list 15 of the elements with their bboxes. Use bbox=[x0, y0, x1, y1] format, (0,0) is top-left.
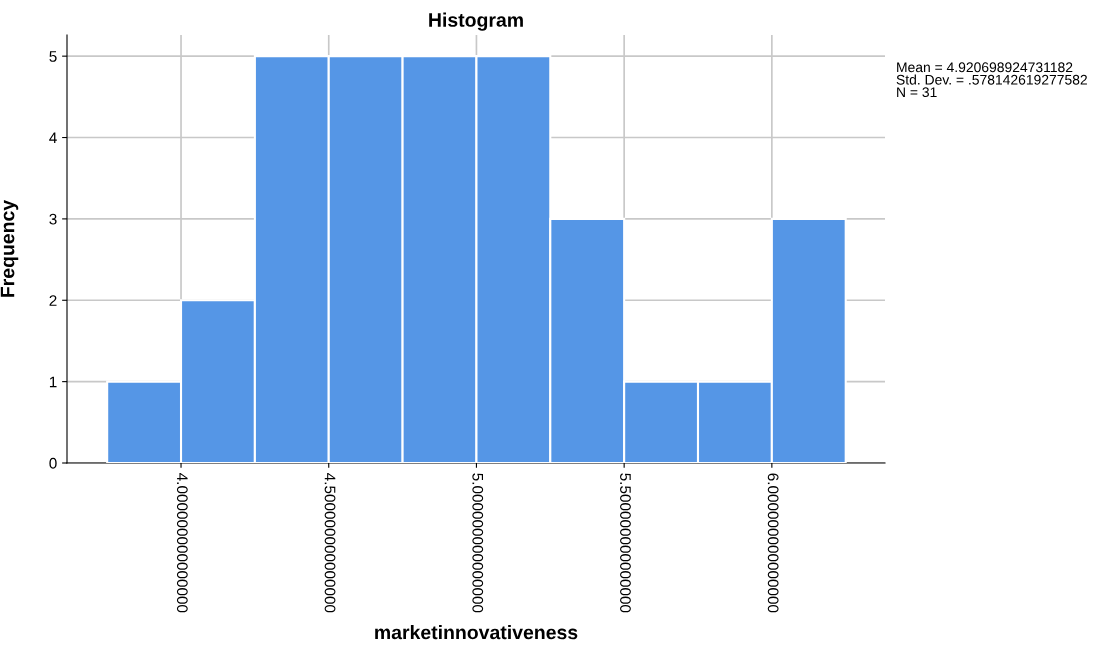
y-tick-label: 3 bbox=[49, 213, 57, 225]
x-tick-label: 4.000000000000000 bbox=[176, 473, 188, 613]
y-tick-label: 4 bbox=[49, 132, 57, 144]
x-tick-label: 6.000000000000000 bbox=[767, 473, 779, 613]
text: Mean = 4.920698924731182 Std. Dev. = .578142619277582 N = 31 bbox=[896, 62, 1087, 98]
y-tick-label: 1 bbox=[49, 376, 57, 388]
y-axis-title: Frequency bbox=[0, 199, 19, 297]
chart-title: Histogram bbox=[429, 12, 523, 31]
y-tick-label: 5 bbox=[49, 51, 57, 62]
x-tick-label: 4.500000000000000 bbox=[324, 473, 336, 613]
x-tick-label: 5.000000000000000 bbox=[472, 473, 484, 613]
y-tick-label: 0 bbox=[49, 457, 57, 469]
x-tick-label: 5.500000000000000 bbox=[620, 473, 631, 613]
y-tick-label: 2 bbox=[49, 295, 57, 306]
x-axis-title: marketinnovativeness bbox=[375, 625, 578, 640]
